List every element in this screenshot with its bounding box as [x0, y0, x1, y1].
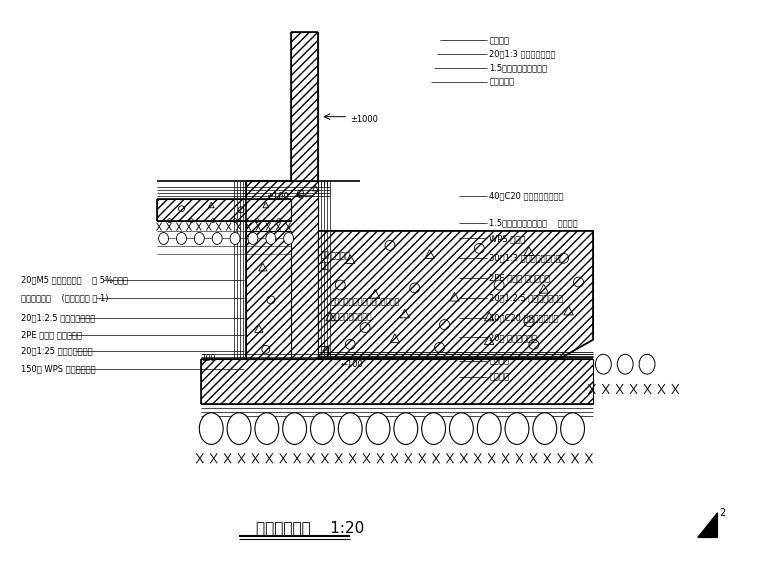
Ellipse shape	[248, 232, 258, 244]
Text: 20厚1:3 水泥砂浆找平层: 20厚1:3 水泥砂浆找平层	[489, 50, 556, 59]
Ellipse shape	[338, 413, 362, 444]
Text: 20厚1:2.5 水泥砂浆找平层: 20厚1:2.5 水泥砂浆找平层	[489, 293, 563, 303]
Ellipse shape	[283, 232, 293, 244]
Ellipse shape	[394, 413, 418, 444]
Text: ←100: ←100	[340, 360, 363, 369]
Text: 20厚1:2.5 水泥砂浆找平层: 20厚1:2.5 水泥砂浆找平层	[21, 313, 95, 322]
Text: 20厚 防水砂浆抹面: 20厚 防水砂浆抹面	[489, 333, 537, 342]
Bar	[290, 33, 318, 181]
Ellipse shape	[199, 413, 223, 444]
Ellipse shape	[255, 413, 279, 444]
Ellipse shape	[422, 413, 445, 444]
Ellipse shape	[283, 413, 306, 444]
Text: 20: 20	[321, 347, 331, 352]
Text: 1.5厚聚氨酯涂膜防水层: 1.5厚聚氨酯涂膜防水层	[489, 63, 547, 73]
Text: 2: 2	[720, 508, 726, 518]
Text: 施工缝：钢板止水带做法见标注图: 施工缝：钢板止水带做法见标注图	[331, 298, 400, 307]
Ellipse shape	[176, 232, 186, 244]
Text: 棚土
上层: 棚土 上层	[321, 251, 330, 270]
Text: 保护层砂浆: 保护层砂浆	[489, 78, 515, 86]
Ellipse shape	[195, 232, 204, 244]
Text: ±100: ±100	[266, 192, 289, 202]
Ellipse shape	[159, 232, 169, 244]
Text: 1.5厚聚氨酯涂膜防水层    多次刷制: 1.5厚聚氨酯涂膜防水层 多次刷制	[489, 218, 578, 227]
Text: 40厚C20 细石混凝土上翻层: 40厚C20 细石混凝土上翻层	[489, 191, 564, 200]
Text: 100: 100	[201, 354, 216, 363]
Ellipse shape	[533, 413, 556, 444]
Ellipse shape	[230, 232, 240, 244]
Text: 棚土上层: 棚土上层	[331, 251, 350, 260]
Ellipse shape	[617, 355, 633, 374]
Text: 30厚1:3 细石混凝土找平层: 30厚1:3 细石混凝土找平层	[489, 254, 561, 263]
Ellipse shape	[505, 413, 529, 444]
Ellipse shape	[266, 232, 276, 244]
Text: 素填找坡: 素填找坡	[489, 36, 509, 45]
Text: 墙身防水大样    1:20: 墙身防水大样 1:20	[256, 520, 365, 535]
Ellipse shape	[477, 413, 501, 444]
Ellipse shape	[212, 232, 222, 244]
Text: 20厚1:25 水泥砂浆找平层: 20厚1:25 水泥砂浆找平层	[21, 347, 92, 356]
Text: 素土夯实: 素土夯实	[489, 357, 509, 366]
Ellipse shape	[639, 355, 655, 374]
Text: 150厚 WPS 素混凝土地坪: 150厚 WPS 素混凝土地坪	[21, 365, 95, 373]
Text: 底板钢筋从桩顶锚固: 底板钢筋从桩顶锚固	[331, 313, 372, 321]
Text: 20厚M5 水泥砂浆粉面    厚 5%水泥浆: 20厚M5 水泥砂浆粉面 厚 5%水泥浆	[21, 276, 128, 284]
Ellipse shape	[449, 413, 473, 444]
Text: 素土夯实: 素土夯实	[489, 373, 509, 381]
Text: WPS 胶粉剂: WPS 胶粉剂	[489, 234, 525, 243]
Bar	[246, 181, 318, 359]
Polygon shape	[246, 231, 290, 359]
Text: 2PE 合成子 水刷隔离层: 2PE 合成子 水刷隔离层	[21, 330, 81, 339]
Ellipse shape	[366, 413, 390, 444]
Text: ±1000: ±1000	[350, 115, 378, 124]
Text: 2PE 合成子 水刷隔离层: 2PE 合成子 水刷隔离层	[489, 274, 550, 283]
Text: 40厚C20 细石混凝土墙层: 40厚C20 细石混凝土墙层	[489, 313, 559, 322]
Polygon shape	[157, 223, 290, 409]
Ellipse shape	[595, 355, 611, 374]
Polygon shape	[698, 513, 717, 537]
Polygon shape	[318, 231, 594, 359]
Ellipse shape	[227, 413, 251, 444]
Ellipse shape	[561, 413, 584, 444]
Text: 钢筋混凝土墙    (结构混凝土 密 1): 钢筋混凝土墙 (结构混凝土 密 1)	[21, 293, 108, 303]
Ellipse shape	[311, 413, 334, 444]
Bar	[201, 359, 594, 404]
Bar	[157, 199, 290, 220]
